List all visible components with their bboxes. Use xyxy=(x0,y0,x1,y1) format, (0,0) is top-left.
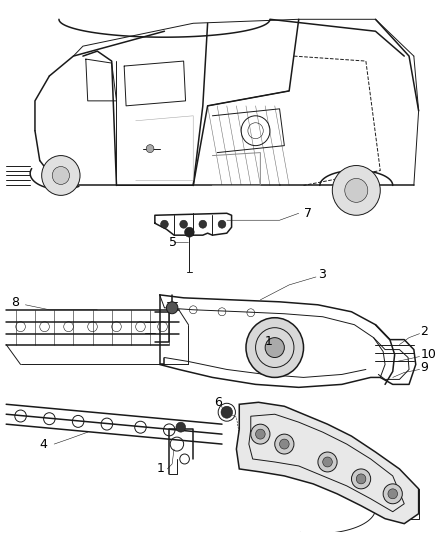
Text: 9: 9 xyxy=(420,361,428,374)
Circle shape xyxy=(218,220,226,228)
Circle shape xyxy=(42,156,80,196)
Circle shape xyxy=(356,474,366,484)
Circle shape xyxy=(180,220,187,228)
Circle shape xyxy=(184,227,194,237)
Circle shape xyxy=(52,166,70,184)
Text: 8: 8 xyxy=(11,296,19,309)
Circle shape xyxy=(279,439,289,449)
Circle shape xyxy=(166,302,178,314)
Text: 1: 1 xyxy=(157,463,165,475)
Text: 3: 3 xyxy=(318,269,326,281)
Text: 2: 2 xyxy=(420,325,428,338)
Text: 6: 6 xyxy=(214,396,222,409)
Circle shape xyxy=(176,422,186,432)
Circle shape xyxy=(351,469,371,489)
Text: 5: 5 xyxy=(169,236,177,248)
Circle shape xyxy=(221,406,233,418)
Circle shape xyxy=(388,489,398,499)
Circle shape xyxy=(332,166,380,215)
Text: 7: 7 xyxy=(304,207,311,220)
Circle shape xyxy=(251,424,270,444)
Text: 10: 10 xyxy=(420,348,436,361)
Circle shape xyxy=(246,318,304,377)
Circle shape xyxy=(199,220,207,228)
Circle shape xyxy=(255,429,265,439)
Circle shape xyxy=(323,457,332,467)
Text: 4: 4 xyxy=(40,438,48,450)
Circle shape xyxy=(383,484,403,504)
Circle shape xyxy=(161,220,168,228)
Circle shape xyxy=(345,179,368,203)
Polygon shape xyxy=(237,402,419,523)
Circle shape xyxy=(318,452,337,472)
Text: 1: 1 xyxy=(265,335,273,348)
Circle shape xyxy=(265,337,284,358)
Circle shape xyxy=(146,144,154,152)
Circle shape xyxy=(275,434,294,454)
